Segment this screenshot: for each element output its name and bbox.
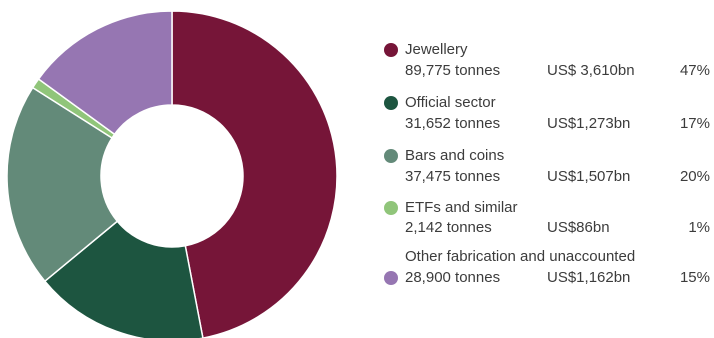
- legend-name-official-sector: Official sector: [405, 94, 496, 111]
- donut-slice-jewellery: [171, 10, 338, 338]
- legend-pct-jewellery: 47%: [679, 62, 710, 79]
- donut-chart: [6, 10, 338, 338]
- legend-pct-other: 15%: [679, 269, 710, 286]
- legend-pct-bars-and-coins: 20%: [679, 168, 710, 185]
- donut-slice-bars-and-coins: [6, 86, 119, 283]
- legend-usd-etfs: US$86bn: [547, 219, 610, 236]
- legend-marker-bars-and-coins: [384, 149, 398, 163]
- legend-pct-etfs: 1%: [688, 219, 710, 236]
- legend-marker-jewellery: [384, 43, 398, 57]
- legend-tonnes-jewellery: 89,775 tonnes: [405, 62, 501, 79]
- donut-slice-official-sector: [43, 220, 204, 338]
- legend-usd-other: US$1,162bn: [547, 269, 631, 286]
- legend-tonnes-bars-and-coins: 37,475 tonnes: [405, 168, 501, 185]
- legend-marker-official-sector: [384, 96, 398, 110]
- legend-usd-official-sector: US$1,273bn: [547, 115, 631, 132]
- legend-name-jewellery: Jewellery: [405, 41, 468, 58]
- legend-marker-etfs: [384, 201, 398, 215]
- legend-usd-bars-and-coins: US$1,507bn: [547, 168, 631, 185]
- legend-usd-jewellery: US$ 3,610bn: [547, 62, 635, 79]
- legend-pct-official-sector: 17%: [679, 115, 710, 132]
- donut-slice-other: [37, 10, 173, 136]
- legend-name-other: Other fabrication and unaccounted: [405, 248, 636, 265]
- legend-tonnes-other: 28,900 tonnes: [405, 269, 501, 286]
- legend-marker-other: [384, 271, 398, 285]
- legend-tonnes-etfs: 2,142 tonnes: [405, 219, 492, 236]
- legend-name-bars-and-coins: Bars and coins: [405, 147, 505, 164]
- legend-tonnes-official-sector: 31,652 tonnes: [405, 115, 501, 132]
- legend-name-etfs: ETFs and similar: [405, 199, 518, 216]
